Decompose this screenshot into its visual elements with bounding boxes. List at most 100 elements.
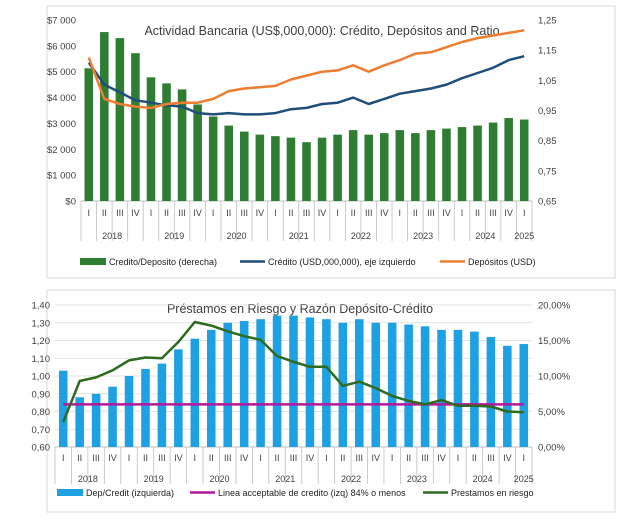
quarter-label: III	[241, 208, 249, 218]
quarter-label: II	[143, 453, 148, 463]
bar	[286, 137, 296, 201]
chart-1-title: Actividad Bancaria (US$,000,000): Crédit…	[144, 24, 499, 38]
left-axis-tick-label: $1 000	[47, 171, 76, 182]
bar	[58, 370, 68, 447]
year-label: 2018	[78, 474, 98, 484]
chart-1-credito-depositos: Actividad Bancaria (US$,000,000): Crédit…	[46, 5, 616, 279]
bar	[470, 331, 479, 447]
quarter-label: I	[194, 453, 197, 463]
quarter-label: II	[472, 453, 477, 463]
quarter-label: I	[274, 208, 277, 218]
quarter-label: III	[178, 208, 186, 218]
legend-swatch-credito-deposito	[80, 258, 106, 265]
bar	[141, 368, 150, 447]
right-axis-tick-label: 0,75	[538, 166, 557, 177]
quarter-label: IV	[318, 208, 327, 218]
quarter-label: IV	[442, 208, 451, 218]
bar	[364, 134, 373, 201]
legend-label-linea-aceptable: Linea acceptable de credito (izq) 84% o …	[218, 488, 406, 498]
quarter-label: I	[212, 208, 215, 218]
bar	[289, 315, 298, 447]
quarter-label: I	[259, 453, 262, 463]
bar	[411, 133, 420, 201]
right-axis-tick-label: 5,00%	[538, 407, 565, 418]
bar	[519, 119, 529, 201]
right-axis-tick-label: 1,05	[538, 76, 557, 87]
bar	[504, 118, 513, 201]
quarter-label: III	[158, 453, 166, 463]
right-axis-tick-label: 15,00%	[538, 336, 571, 347]
quarter-label: I	[391, 453, 394, 463]
left-axis-tick-label: 1,20	[32, 336, 51, 347]
quarter-label: II	[413, 208, 418, 218]
bar	[75, 397, 84, 447]
year-label: 2019	[164, 231, 184, 241]
bar	[305, 317, 315, 447]
year-label: 2025	[514, 474, 534, 484]
left-axis-tick-label: $4 000	[47, 93, 76, 104]
bar	[473, 125, 482, 201]
quarter-label: I	[62, 453, 65, 463]
year-label: 2023	[407, 474, 427, 484]
bar	[519, 344, 529, 447]
chart-1-bars	[84, 32, 529, 202]
left-axis-tick-label: $7 000	[47, 16, 76, 27]
bar	[84, 68, 94, 202]
bar	[271, 136, 280, 201]
left-axis-tick-label: 1,40	[32, 301, 51, 312]
bar	[272, 315, 282, 447]
series-line	[87, 29, 525, 110]
quarter-label: I	[523, 453, 526, 463]
bar	[100, 32, 109, 201]
left-axis-tick-label: $2 000	[47, 145, 76, 156]
quarter-label: III	[356, 453, 364, 463]
bar	[193, 104, 202, 201]
legend-label-credito: Crédito (USD,000,000), eje izquierdo	[268, 257, 416, 267]
chart-2-title: Préstamos en Riesgo y Razón Depósito-Cré…	[167, 302, 433, 316]
year-label: 2019	[144, 474, 164, 484]
quarter-label: II	[209, 453, 214, 463]
bar	[488, 122, 498, 201]
quarter-label: III	[303, 208, 311, 218]
bar	[239, 320, 249, 447]
bar	[224, 125, 234, 201]
right-axis-tick-label: 0,00%	[538, 443, 565, 454]
quarter-label: III	[421, 453, 429, 463]
year-label: 2024	[473, 474, 493, 484]
bar	[355, 319, 364, 447]
quarter-label: II	[102, 208, 107, 218]
left-axis-tick-label: 0,70	[32, 425, 51, 436]
bar	[457, 127, 467, 201]
quarter-label: II	[275, 453, 280, 463]
bar	[387, 322, 397, 447]
legend-label-prestamos-riesgo: Prestamos en riesgo	[451, 488, 534, 498]
quarter-label: IV	[131, 208, 140, 218]
left-axis-tick-label: 1,30	[32, 318, 51, 329]
quarter-label: III	[116, 208, 124, 218]
chart-2-categories: I II III IV I II III IV I II III IV I II III IV I II III IV…	[54, 447, 534, 484]
quarter-label: I	[88, 208, 91, 218]
bar	[206, 329, 216, 447]
bar	[174, 349, 183, 447]
right-axis-tick-label: 1,15	[538, 46, 557, 57]
chart-2-legend: Dep/Credit (izquierda) Linea acceptable …	[57, 488, 534, 498]
left-axis-tick-label: $3 000	[47, 119, 76, 130]
right-axis-tick-label: 0,65	[538, 197, 557, 208]
year-label: 2022	[341, 474, 361, 484]
bar	[124, 376, 134, 447]
quarter-label: II	[475, 208, 480, 218]
legend-label-credito-deposito: Credito/Deposito (derecha)	[109, 257, 217, 267]
bar	[131, 53, 140, 201]
left-axis-tick-label: 1,00	[32, 372, 51, 383]
bar	[91, 393, 101, 447]
quarter-label: IV	[240, 453, 249, 463]
right-axis-tick-label: 0,85	[538, 136, 557, 147]
bar	[322, 319, 331, 447]
chart-1-categories: I II III IV I II III IV I II III IV I II III IV I II III IV…	[80, 201, 534, 241]
quarter-label: III	[92, 453, 100, 463]
quarter-label: IV	[437, 453, 446, 463]
quarter-label: III	[487, 453, 495, 463]
year-label: 2023	[413, 231, 433, 241]
right-axis-tick-label: 1,25	[538, 16, 557, 27]
